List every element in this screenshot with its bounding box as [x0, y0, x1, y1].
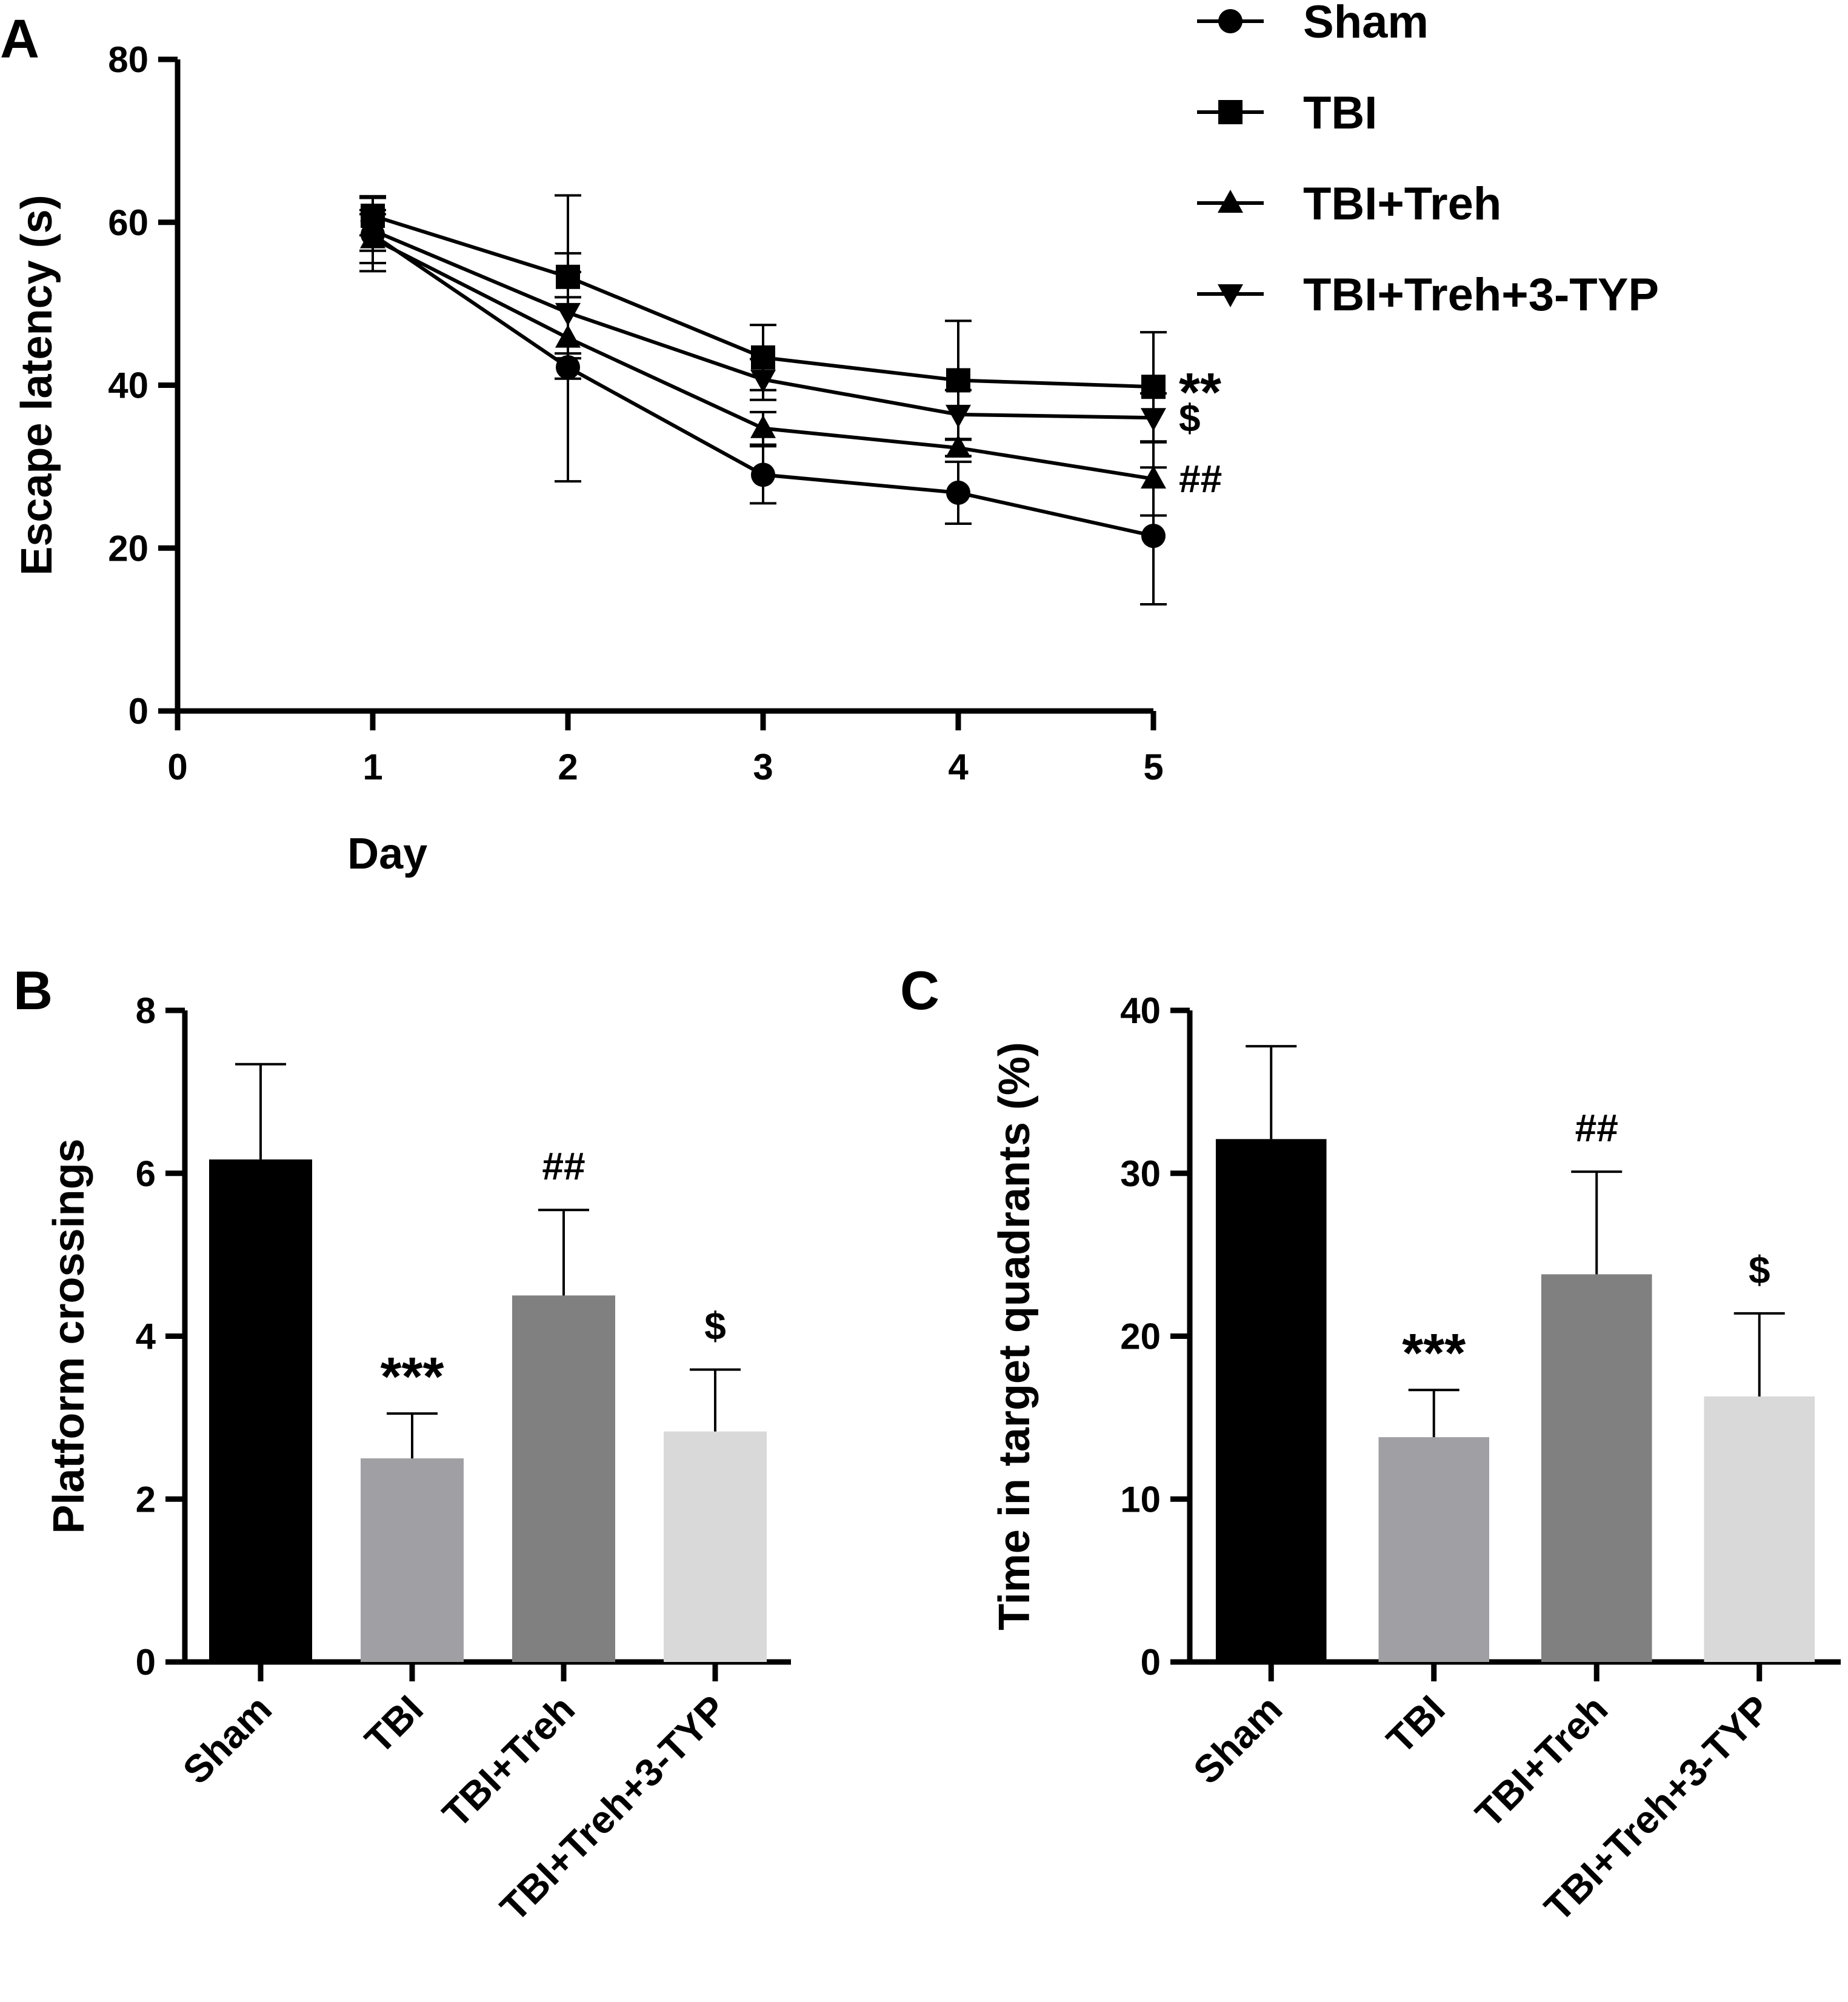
legend-item-sham: Sham: [1197, 0, 1429, 48]
legend-marker: [1218, 9, 1243, 33]
bar: [1704, 1396, 1815, 1662]
significance-label: **: [1179, 362, 1221, 423]
legend-label: Sham: [1303, 0, 1429, 48]
panel-label-a: A: [0, 9, 39, 70]
y-tick-label: 0: [136, 1642, 156, 1683]
y-tick-label: 40: [108, 365, 148, 406]
bar: [1378, 1437, 1490, 1662]
y-axis-title: Escape latency (s): [13, 195, 61, 575]
bar: [1215, 1139, 1327, 1662]
y-tick-label: 0: [1141, 1642, 1161, 1683]
y-axis-title: Platform crossings: [45, 1138, 93, 1533]
y-tick-label: 60: [108, 202, 148, 243]
y-tick-label: 2: [136, 1479, 156, 1520]
legend-label: TBI: [1303, 87, 1377, 139]
legend-item-tbi: TBI: [1197, 87, 1377, 139]
significance-label: ##: [1575, 1106, 1618, 1150]
data-point: [946, 404, 971, 428]
bar-group-tbi: *** TBI: [356, 1347, 464, 1762]
significance-label: ***: [380, 1347, 444, 1407]
bar: [512, 1295, 615, 1662]
y-tick-label: 80: [108, 39, 148, 80]
bar-chart-platform-crossings: 0 2 4 6 8 Platform crossings Sham *** TBI ## TBI+T…: [45, 990, 791, 1929]
significance-label: $: [704, 1304, 726, 1348]
significance-label: ##: [1179, 457, 1222, 501]
y-tick-label: 0: [128, 691, 148, 732]
y-tick-label: 20: [108, 528, 148, 569]
legend-marker: [1218, 100, 1243, 124]
data-point: [750, 370, 776, 393]
legend-label: TBI+Treh+3-TYP: [1303, 269, 1659, 321]
data-point: [751, 462, 775, 487]
x-category-label: TBI: [356, 1687, 432, 1762]
bar-chart-time-in-target-quadrants: 0 10 20 30 40 Time in target quadrants (%) Sha…: [990, 990, 1841, 1929]
y-tick-label: 6: [136, 1153, 156, 1194]
bar: [361, 1458, 464, 1662]
line-chart-escape-latency: 0 20 40 60 80 0 1 2 3 4 5 Day Escape latency (s) ** ##…: [13, 0, 1659, 878]
bar-group-sham: Sham: [175, 1063, 312, 1792]
series-tbi-treh: ##: [359, 213, 1222, 517]
bar-group-sham: Sham: [1185, 1045, 1327, 1792]
bar: [664, 1431, 767, 1662]
x-tick-label: 4: [948, 747, 969, 787]
x-category-label: Sham: [175, 1687, 280, 1792]
series-sham: [359, 196, 1167, 606]
data-point: [946, 434, 971, 458]
y-tick-label: 40: [1120, 990, 1161, 1031]
significance-label: $: [1749, 1248, 1770, 1292]
data-point: [750, 415, 776, 438]
y-tick-label: 4: [136, 1316, 156, 1357]
y-tick-label: 8: [136, 990, 156, 1031]
data-point: [946, 480, 970, 505]
y-tick-label: 30: [1120, 1153, 1161, 1194]
x-tick-label: 2: [558, 747, 578, 787]
legend-label: TBI+Treh: [1303, 178, 1501, 230]
y-axis-title: Time in target quadrants (%): [990, 1042, 1039, 1630]
significance-label: ##: [542, 1144, 585, 1188]
x-axis-title: Day: [347, 830, 427, 878]
data-point: [360, 221, 385, 244]
data-point: [1141, 524, 1166, 549]
x-tick-label: 5: [1143, 747, 1163, 787]
x-category-label: Sham: [1185, 1687, 1290, 1792]
legend-marker: [1218, 284, 1243, 307]
bar: [209, 1159, 312, 1662]
x-tick-label: 0: [167, 747, 187, 787]
legend-item-tbi-treh-3-typ: TBI+Treh+3-TYP: [1197, 269, 1659, 321]
y-tick-label: 10: [1120, 1479, 1161, 1520]
x-category-label: TBI+Treh: [434, 1687, 583, 1836]
panel-label-c: C: [900, 961, 939, 1021]
panel-label-b: B: [13, 961, 53, 1021]
series-tbi-treh-3-typ: $: [359, 209, 1201, 444]
legend-item-tbi-treh: TBI+Treh: [1197, 178, 1501, 230]
x-category-label: TBI: [1378, 1687, 1453, 1762]
series-tbi: **: [359, 194, 1221, 443]
significance-label: $: [1179, 396, 1201, 439]
bar: [1541, 1274, 1652, 1662]
legend: Sham TBI TBI+Treh TBI+Treh+3-TYP: [1197, 0, 1659, 321]
bar-group-tbi-treh: ## TBI+Treh: [1467, 1106, 1652, 1836]
x-category-label: TBI+Treh: [1467, 1687, 1616, 1836]
bar-group-tbi: *** TBI: [1378, 1323, 1490, 1762]
y-tick-label: 20: [1120, 1316, 1161, 1357]
x-tick-label: 3: [753, 747, 773, 787]
data-point: [1141, 465, 1166, 489]
data-point: [1141, 408, 1166, 432]
data-point: [555, 302, 581, 326]
significance-label: ***: [1402, 1323, 1466, 1384]
legend-marker: [1218, 190, 1243, 213]
x-tick-label: 1: [362, 747, 382, 787]
data-point: [946, 368, 970, 393]
